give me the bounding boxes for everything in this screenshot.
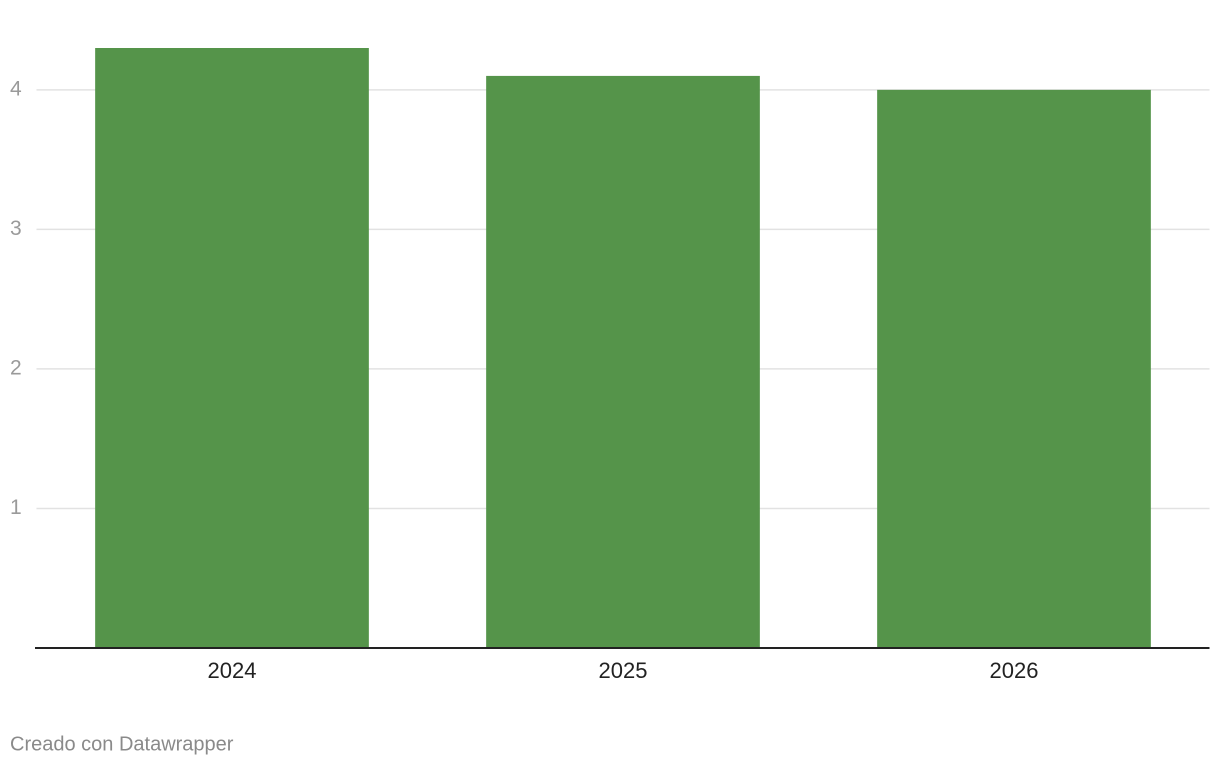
y-tick-label: 3 bbox=[10, 217, 22, 240]
y-tick-label: 2 bbox=[10, 356, 22, 379]
x-tick-label: 2026 bbox=[990, 658, 1039, 683]
bar bbox=[486, 75, 760, 648]
credit: Creado con Datawrapper bbox=[10, 733, 234, 755]
x-tick-label: 2024 bbox=[208, 658, 257, 683]
bar bbox=[95, 48, 369, 648]
y-tick-label: 1 bbox=[10, 496, 22, 519]
y-tick-label: 4 bbox=[10, 77, 22, 100]
bar bbox=[877, 89, 1151, 648]
x-tick-label: 2025 bbox=[599, 658, 648, 683]
